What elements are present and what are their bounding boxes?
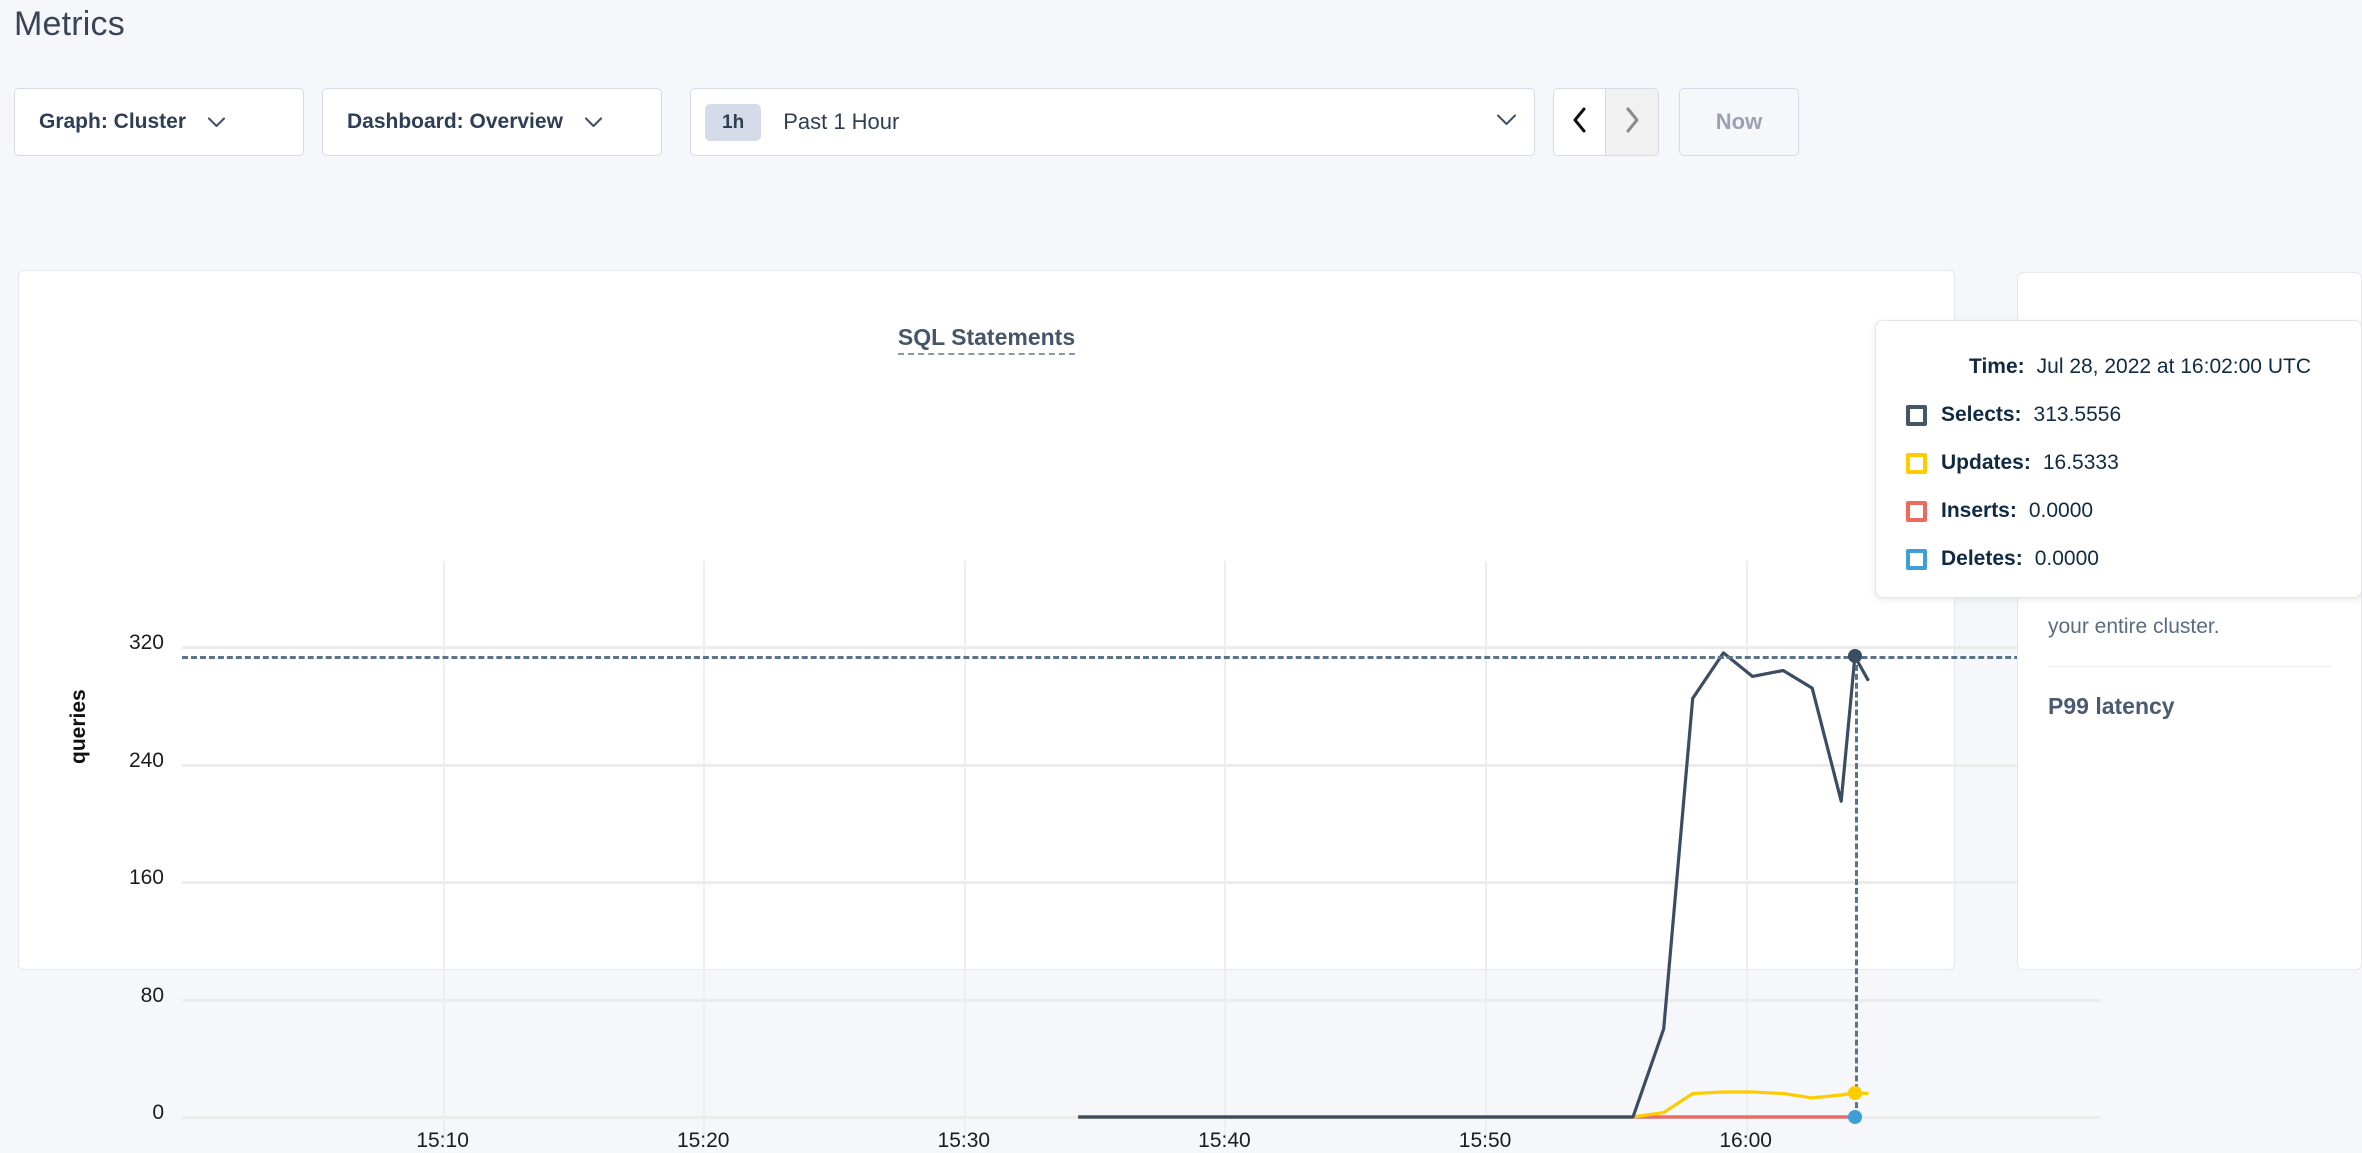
chart-title-text: SQL Statements [897, 324, 1076, 355]
dashboard-select-label: Dashboard: Overview [347, 110, 563, 133]
time-range-select[interactable]: 1h Past 1 Hour [690, 88, 1535, 156]
y-axis-tick-label: 320 [128, 631, 164, 654]
graph-select[interactable]: Graph: Cluster [14, 88, 304, 156]
chart-vertical-gridline [442, 561, 445, 1141]
sql-statements-chart-card: SQL Statements 0 80 160 240 320 queries 15:10 1… [18, 270, 2101, 1152]
chart-vertical-gridline [1485, 561, 1488, 1141]
chart-title: SQL Statements [19, 324, 1954, 355]
x-axis-tick-label: 15:10 [416, 1129, 469, 1152]
series-color-swatch [1906, 452, 1927, 474]
chart-vertical-gridline [1745, 561, 1748, 1141]
chart-series-line-updates [1078, 1090, 1869, 1119]
hover-point-deletes [1847, 1110, 1862, 1124]
series-color-swatch [1906, 404, 1927, 426]
tooltip-time-row: Time: Jul 28, 2022 at 16:02:00 UTC [1876, 351, 2361, 383]
tooltip-time-value: Jul 28, 2022 at 16:02:00 UTC [2036, 355, 2311, 378]
hover-point-updates [1847, 1085, 1862, 1100]
chart-vertical-gridline [1224, 561, 1227, 1141]
tooltip-series-row: Deletes: 0.0000 [1876, 543, 2361, 575]
chevron-down-icon [1497, 113, 1516, 131]
toolbar: Graph: Cluster Dashboard: Overview 1h Pa… [14, 88, 1799, 156]
tooltip-series-value: 313.5556 [2033, 403, 2122, 426]
chart-gridline [182, 763, 2101, 767]
hover-time-cursor-line [1854, 656, 1858, 1117]
next-period-button[interactable] [1606, 89, 1658, 155]
time-range-label: Past 1 Hour [783, 109, 900, 134]
tooltip-series-key: Deletes: [1941, 547, 2023, 570]
tooltip-series-value: 16.5333 [2042, 451, 2119, 474]
x-axis-tick-label: 15:20 [676, 1129, 730, 1152]
y-axis-tick-label: 240 [128, 748, 164, 772]
tooltip-series-key: Selects: [1941, 403, 2022, 426]
chart-hover-tooltip: Time: Jul 28, 2022 at 16:02:00 UTC Selec… [1875, 320, 2362, 598]
chart-gridline [182, 646, 2101, 649]
chevron-right-icon [1624, 106, 1641, 139]
chevron-down-icon [208, 116, 226, 128]
time-nav-group [1553, 88, 1659, 156]
previous-period-button[interactable] [1554, 89, 1606, 155]
series-color-swatch [1906, 500, 1927, 522]
graph-select-label: Graph: Cluster [39, 110, 187, 133]
page-title: Metrics [14, 5, 125, 43]
tooltip-series-row: Selects: 313.5556 [1876, 399, 2361, 431]
tooltip-series-rows: Selects: 313.5556 Updates: 16.5333 Inserts: 0… [1876, 399, 2361, 575]
tooltip-time-key: Time: [1969, 355, 2025, 378]
y-axis-tick-label: 160 [128, 866, 164, 889]
x-axis-tick-label: 16:00 [1719, 1129, 1772, 1152]
tooltip-series-value: 0.0000 [2034, 547, 2099, 570]
sidebar-section-heading: P99 latency [2048, 693, 2175, 719]
chart-series-line-selects [1078, 651, 1870, 1119]
sidebar-section: P99 latency [2048, 666, 2331, 744]
time-range-badge: 1h [705, 103, 762, 141]
y-axis-tick-label: 80 [140, 983, 164, 1007]
chevron-left-icon [1571, 106, 1588, 139]
chart-series-svg [1078, 651, 1870, 1119]
chart-vertical-gridline [703, 561, 706, 1141]
chart-gridline [182, 881, 2101, 884]
chart-vertical-gridline [963, 561, 966, 1141]
y-axis-tick-label: 0 [152, 1101, 164, 1124]
series-color-swatch [1906, 548, 1927, 570]
sidebar-section-body: your entire cluster. [2048, 615, 2220, 638]
now-button[interactable]: Now [1679, 88, 1799, 156]
dashboard-select[interactable]: Dashboard: Overview [322, 88, 662, 156]
chart-gridline [182, 998, 2101, 1002]
tooltip-series-key: Inserts: [1941, 499, 2017, 522]
tooltip-series-value: 0.0000 [2028, 499, 2094, 522]
tooltip-series-row: Updates: 16.5333 [1876, 447, 2361, 479]
tooltip-series-row: Inserts: 0.0000 [1876, 495, 2361, 527]
x-axis-tick-label: 15:30 [937, 1129, 991, 1152]
tooltip-series-key: Updates: [1941, 451, 2031, 474]
x-axis-tick-label: 15:50 [1458, 1129, 1512, 1152]
x-axis-tick-label: 15:40 [1198, 1129, 1251, 1152]
hover-point-selects [1847, 649, 1862, 664]
hover-value-guide-line [182, 656, 2101, 660]
chevron-down-icon [584, 116, 602, 128]
